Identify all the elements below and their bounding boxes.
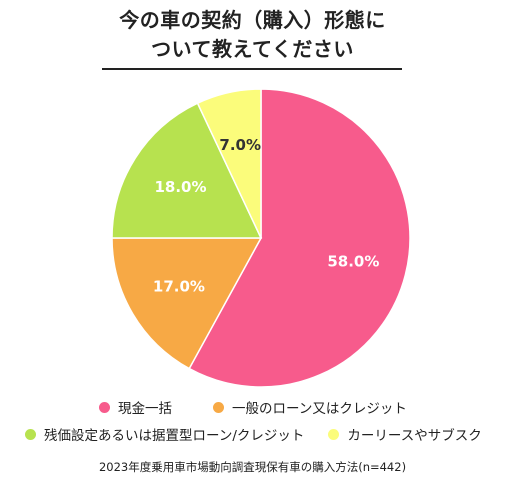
pie-label-loan: 17.0%	[153, 278, 205, 296]
chart-title: 今の車の契約（購入）形態に ついて教えてください	[0, 6, 505, 64]
legend-row-1: 現金一括 一般のローン又はクレジット	[99, 397, 407, 417]
pie-label-lease: 7.0%	[219, 136, 261, 154]
legend-label-loan: 一般のローン又はクレジット	[232, 401, 407, 417]
legend-item-lease: カーリースやサブスク	[328, 424, 482, 444]
pie-slice-residual	[111, 102, 263, 239]
pie-label-residual: 18.0%	[154, 178, 206, 196]
chart-title-line-2: ついて教えてください	[151, 37, 354, 61]
legend-label-cash: 現金一括	[118, 401, 172, 417]
legend-swatch-loan	[213, 401, 224, 413]
source-note: 2023年度乗用車市場動向調査現保有車の購入方法(n=442)	[98, 460, 407, 474]
legend-item-loan: 一般のローン又はクレジット	[213, 397, 407, 417]
title-underline	[102, 68, 402, 70]
pie-slice-cash	[188, 88, 411, 388]
legend-item-cash: 現金一括	[99, 397, 172, 417]
legend-label-residual: 残価設定あるいは据置型ローン/クレジット	[44, 428, 305, 444]
pie-slice-lease	[196, 88, 262, 239]
chart-title-line-1: 今の車の契約（購入）形態に	[119, 8, 386, 32]
legend-item-residual: 残価設定あるいは据置型ローン/クレジット	[25, 424, 304, 444]
legend-row-2: 残価設定あるいは据置型ローン/クレジット カーリースやサブスク	[25, 424, 482, 444]
legend-swatch-cash	[99, 401, 110, 413]
legend-label-lease: カーリースやサブスク	[347, 428, 482, 444]
legend-swatch-lease	[328, 428, 340, 440]
pie-label-cash: 58.0%	[327, 253, 379, 271]
legend-swatch-residual	[25, 428, 36, 440]
pie-slice-loan	[111, 237, 263, 370]
